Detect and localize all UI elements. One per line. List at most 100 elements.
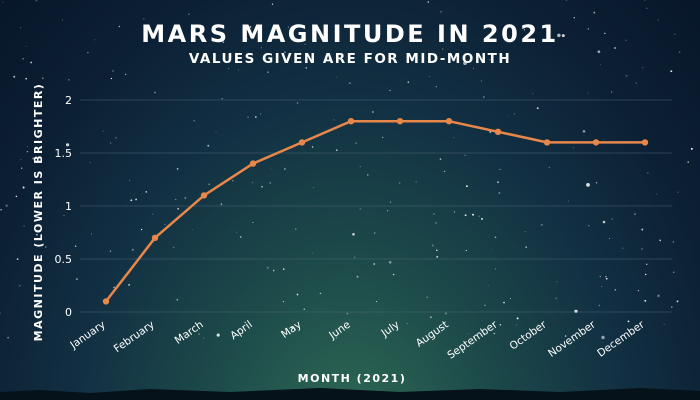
- star: [657, 294, 660, 297]
- star: [435, 221, 437, 224]
- star: [587, 92, 589, 94]
- star: [23, 225, 25, 227]
- star: [663, 324, 665, 326]
- star: [272, 269, 275, 272]
- star: [399, 182, 401, 184]
- star: [676, 300, 679, 303]
- star: [491, 248, 493, 250]
- star: [252, 221, 254, 224]
- star: [494, 236, 497, 239]
- star: [208, 183, 211, 186]
- star: [433, 213, 435, 215]
- star: [271, 3, 274, 5]
- x-tick-label: July: [379, 319, 402, 340]
- data-point: [347, 118, 355, 125]
- y-tick-label: 0: [65, 306, 72, 319]
- star: [634, 213, 636, 215]
- star: [175, 198, 177, 201]
- star: [296, 293, 299, 296]
- star: [427, 1, 430, 3]
- star: [296, 102, 299, 104]
- star: [436, 249, 438, 252]
- star: [374, 232, 376, 234]
- star: [600, 64, 602, 66]
- star: [335, 337, 338, 339]
- star: [267, 71, 269, 73]
- star: [269, 182, 271, 184]
- star: [435, 86, 437, 88]
- star: [625, 39, 627, 41]
- star: [614, 289, 616, 291]
- x-tick-label: May: [279, 319, 304, 341]
- horizon-silhouette: [0, 388, 700, 400]
- star: [516, 317, 519, 320]
- star: [7, 336, 9, 339]
- star: [637, 290, 640, 292]
- star: [359, 207, 362, 210]
- star: [557, 33, 561, 38]
- star: [282, 300, 285, 303]
- star: [503, 301, 505, 304]
- star: [524, 230, 526, 233]
- star: [372, 111, 374, 113]
- x-tick-label: October: [507, 318, 549, 352]
- star: [406, 322, 408, 324]
- star: [602, 220, 606, 224]
- star: [586, 183, 590, 187]
- x-tick-label: January: [67, 319, 107, 352]
- star: [193, 120, 195, 122]
- star: [643, 0, 646, 2]
- star: [232, 180, 234, 182]
- star: [525, 246, 527, 248]
- star: [89, 162, 91, 164]
- series-line: [105, 119, 645, 303]
- star: [145, 191, 148, 193]
- star: [353, 256, 356, 259]
- star: [516, 324, 518, 326]
- star: [508, 115, 510, 117]
- star: [472, 213, 474, 216]
- star: [22, 57, 25, 60]
- star: [588, 225, 590, 227]
- star: [140, 228, 143, 231]
- star: [13, 75, 16, 78]
- star: [677, 191, 679, 193]
- data-point: [445, 118, 453, 125]
- star: [26, 150, 29, 153]
- star: [690, 147, 693, 150]
- star: [389, 201, 391, 203]
- star: [428, 75, 430, 78]
- star: [115, 137, 117, 139]
- star: [674, 33, 676, 35]
- star: [319, 292, 322, 295]
- x-tick-label: December: [595, 318, 647, 359]
- star: [312, 252, 314, 254]
- star: [0, 312, 1, 314]
- star: [412, 59, 414, 62]
- star: [164, 223, 166, 225]
- star: [621, 247, 624, 249]
- star: [63, 214, 65, 217]
- star: [499, 323, 502, 326]
- data-point: [151, 234, 159, 241]
- star: [192, 229, 194, 231]
- star: [498, 192, 501, 194]
- star: [671, 306, 673, 308]
- star: [532, 93, 534, 95]
- star: [128, 283, 131, 286]
- star: [118, 25, 121, 28]
- star: [5, 204, 8, 207]
- star: [16, 258, 19, 260]
- star: [266, 266, 269, 269]
- star: [346, 312, 349, 315]
- x-tick-label: November: [546, 318, 598, 360]
- star: [177, 207, 180, 210]
- star: [462, 26, 465, 29]
- grid-lines: [80, 99, 672, 313]
- x-tick-label: June: [326, 319, 352, 343]
- star: [641, 248, 643, 250]
- star: [295, 228, 297, 230]
- star: [540, 223, 543, 226]
